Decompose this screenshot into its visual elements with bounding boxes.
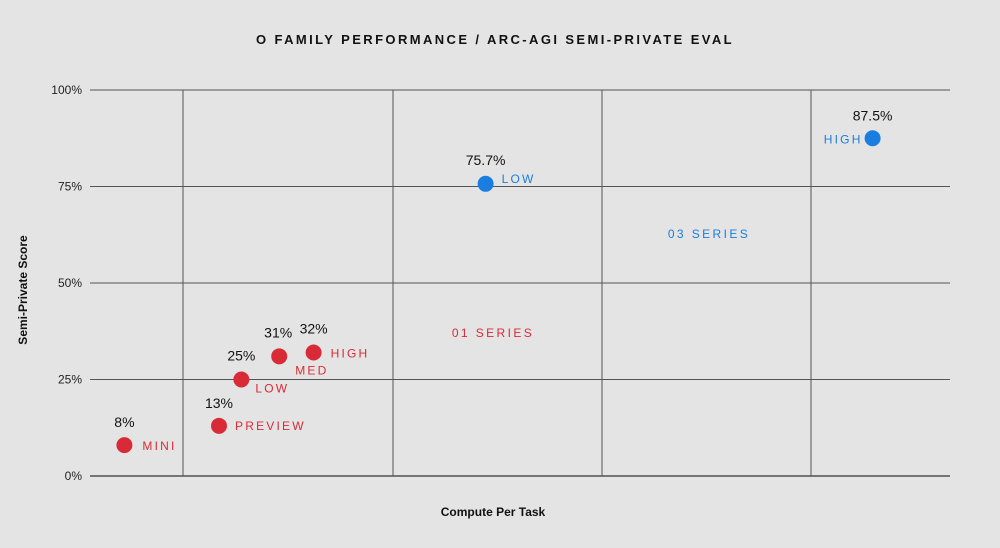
point-label: MED — [295, 363, 328, 377]
x-axis-label: Compute Per Task — [441, 505, 546, 519]
chart-title: O FAMILY PERFORMANCE / ARC-AGI SEMI-PRIV… — [256, 32, 734, 47]
data-point — [477, 175, 494, 192]
data-value-label: 13% — [205, 395, 233, 411]
point-label: LOW — [502, 172, 536, 186]
series-label: 03 SERIES — [668, 227, 750, 241]
data-point — [864, 130, 881, 147]
grid — [90, 89, 950, 477]
data-value-label: 31% — [264, 324, 292, 340]
series-labels: 01 SERIES 03 SERIES — [452, 227, 750, 340]
y-tick-label: 50% — [58, 276, 82, 290]
y-tick-label: 75% — [58, 180, 82, 194]
point-label: HIGH — [331, 346, 370, 360]
point-label: PREVIEW — [235, 419, 306, 433]
data-point — [233, 371, 250, 388]
data-point — [211, 417, 227, 434]
y-tick-labels: 0% 25% 50% 75% 100% — [51, 83, 82, 483]
data-value-label: 75.7% — [466, 152, 506, 168]
y-axis-label: Semi-Private Score — [16, 235, 30, 345]
data-value-label: 87.5% — [853, 107, 893, 123]
data-value-label: 32% — [300, 320, 328, 336]
point-label: HIGH — [824, 132, 863, 146]
data-point — [271, 348, 288, 365]
y-tick-label: 0% — [65, 469, 83, 483]
data-point — [305, 344, 322, 361]
data-point — [116, 437, 133, 454]
series-label: 01 SERIES — [452, 326, 534, 340]
data-value-label: 25% — [227, 348, 255, 364]
point-label: MINI — [142, 439, 176, 453]
y-tick-label: 25% — [58, 373, 82, 387]
data-points: 8%MINI13%PREVIEW25%LOW31%MED32%HIGH75.7%… — [114, 107, 893, 454]
data-value-label: 8% — [114, 414, 134, 430]
y-tick-label: 100% — [51, 83, 82, 97]
point-label: LOW — [255, 382, 289, 396]
